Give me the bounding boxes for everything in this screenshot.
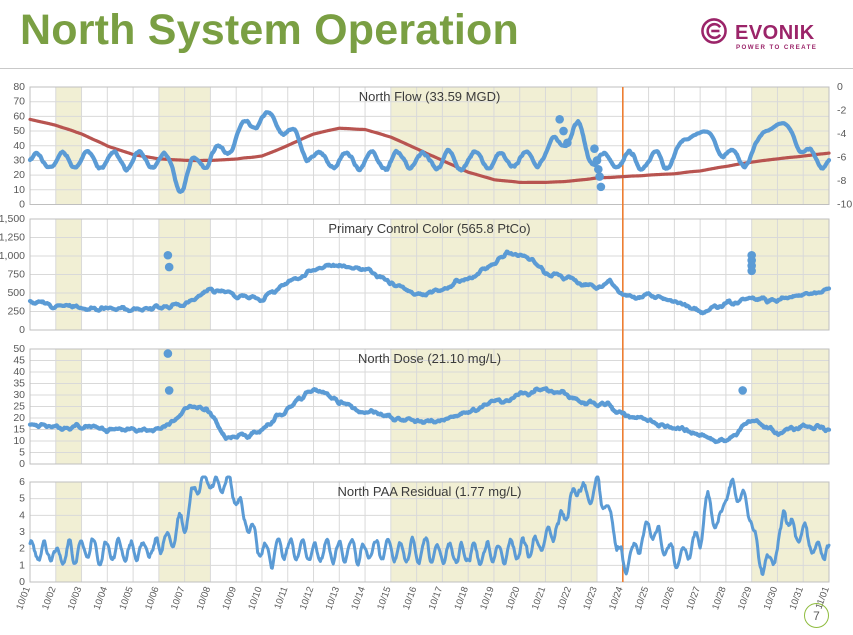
svg-text:10/02: 10/02 — [40, 585, 58, 611]
svg-text:10/21: 10/21 — [530, 585, 548, 611]
svg-text:10/04: 10/04 — [92, 585, 110, 611]
svg-text:10/26: 10/26 — [659, 585, 677, 611]
svg-text:10/15: 10/15 — [375, 585, 393, 611]
svg-text:10/11: 10/11 — [272, 585, 290, 610]
svg-text:10/20: 10/20 — [504, 585, 522, 611]
svg-text:10/08: 10/08 — [195, 585, 213, 611]
svg-text:10/06: 10/06 — [143, 585, 161, 611]
svg-text:10/05: 10/05 — [117, 585, 135, 611]
svg-text:10/27: 10/27 — [684, 585, 702, 611]
svg-text:10/29: 10/29 — [736, 585, 754, 611]
svg-text:10/28: 10/28 — [710, 585, 728, 611]
svg-text:10/30: 10/30 — [762, 585, 780, 611]
svg-text:10/19: 10/19 — [478, 585, 496, 611]
svg-text:10/18: 10/18 — [453, 585, 471, 611]
svg-text:10/12: 10/12 — [298, 585, 316, 611]
svg-text:10/13: 10/13 — [324, 585, 342, 611]
svg-text:10/03: 10/03 — [66, 585, 84, 611]
svg-text:10/14: 10/14 — [349, 585, 367, 611]
svg-text:10/24: 10/24 — [607, 585, 625, 611]
svg-text:10/31: 10/31 — [788, 585, 806, 611]
svg-text:10/23: 10/23 — [581, 585, 599, 611]
svg-text:10/01: 10/01 — [14, 585, 32, 611]
svg-text:10/16: 10/16 — [401, 585, 419, 611]
svg-text:10/10: 10/10 — [246, 585, 264, 611]
svg-text:10/07: 10/07 — [169, 585, 187, 611]
svg-text:10/22: 10/22 — [556, 585, 574, 611]
svg-text:10/09: 10/09 — [221, 585, 239, 611]
svg-text:10/25: 10/25 — [633, 585, 651, 611]
svg-text:10/17: 10/17 — [427, 585, 445, 611]
